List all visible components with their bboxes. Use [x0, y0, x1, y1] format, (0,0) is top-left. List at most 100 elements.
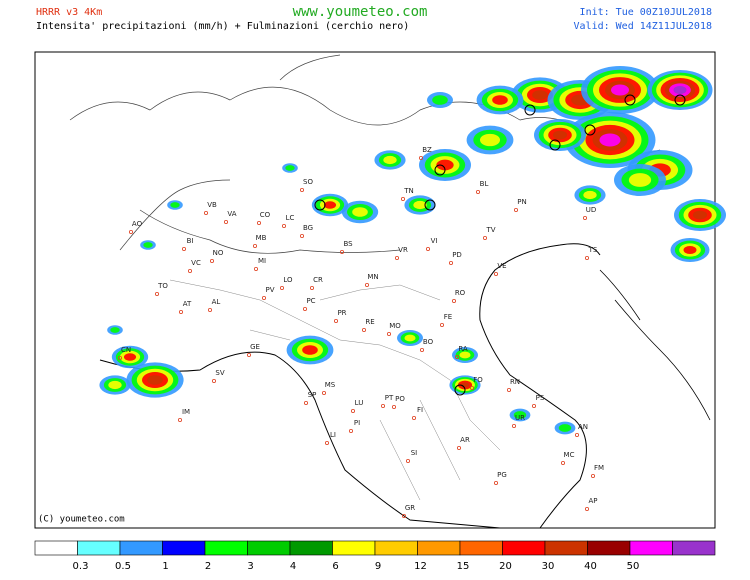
city-dot	[364, 282, 369, 287]
subtitle: Intensita' precipitazioni (mm/h) + Fulmi…	[36, 21, 409, 32]
city-label: VB	[207, 201, 217, 209]
precip-cell	[552, 130, 568, 140]
city-label: BO	[423, 338, 434, 346]
city-dot	[187, 268, 192, 273]
city-label: LC	[286, 214, 295, 222]
city-label: PV	[265, 286, 274, 294]
city-label: PO	[395, 395, 405, 403]
city-label: TO	[157, 282, 168, 290]
city-dot	[333, 318, 338, 323]
precip-cell	[479, 133, 501, 147]
city-dot	[475, 189, 480, 194]
city-dot	[324, 440, 329, 445]
city-label: BL	[480, 180, 489, 188]
city-dot	[532, 403, 537, 408]
legend-swatch	[374, 540, 418, 556]
city-label: TS	[588, 246, 598, 254]
city-label: PT	[385, 394, 394, 402]
legend-label: 6	[332, 561, 338, 572]
precip-cell	[558, 424, 572, 432]
precip-cell	[436, 159, 454, 171]
precip-cell	[673, 86, 687, 94]
city-dot	[207, 307, 212, 312]
lightning-circle	[434, 164, 446, 176]
city-label: AO	[132, 220, 143, 228]
city-dot	[514, 207, 519, 212]
city-dot	[391, 404, 396, 409]
city-label: LO	[283, 276, 293, 284]
city-dot	[561, 460, 566, 465]
precip-cell	[513, 411, 527, 419]
city-label: SI	[411, 449, 418, 457]
coastline-east	[599, 269, 711, 421]
city-dot	[493, 271, 498, 276]
city-dot	[418, 155, 423, 160]
city-dot	[425, 246, 430, 251]
precip-cell	[285, 165, 295, 171]
precip-cell	[147, 375, 163, 385]
province-borders	[169, 279, 501, 501]
precip-cell	[383, 155, 397, 165]
precip-cell	[611, 84, 629, 96]
lightning-circle	[549, 139, 561, 151]
city-dot	[493, 480, 498, 485]
precip-cell	[143, 242, 153, 248]
city-dot	[299, 187, 304, 192]
city-dot	[303, 400, 308, 405]
city-dot	[223, 219, 228, 224]
precip-cell	[352, 207, 368, 217]
city-dot	[350, 408, 355, 413]
lightning-circle	[524, 104, 536, 116]
city-label: FO	[473, 376, 483, 384]
city-dot	[439, 322, 444, 327]
legend-label: 1	[162, 561, 168, 572]
legend-swatch	[672, 540, 716, 556]
city-dot	[339, 249, 344, 254]
legend-swatch	[544, 540, 588, 556]
city-label: PG	[497, 471, 507, 479]
city-label: SP	[308, 391, 317, 399]
precip-cell	[583, 190, 597, 200]
city-label: UR	[515, 414, 525, 422]
city-dot	[281, 223, 286, 228]
city-label: PC	[306, 297, 315, 305]
city-label: MI	[258, 257, 266, 265]
valid-time: Valid: Wed 14Z11JUL2018	[574, 21, 712, 32]
city-labels: AO BI VB VA CO LC SO BZ TN BL PN UD TS TV VE PD VI VR BS BG…	[118, 146, 604, 519]
city-dot	[118, 355, 123, 360]
precipitation	[99, 66, 726, 435]
legend-swatch	[162, 540, 206, 556]
city-dot	[177, 417, 182, 422]
legend-swatch	[77, 540, 121, 556]
city-label: UD	[586, 206, 597, 214]
legend-label: 40	[584, 561, 597, 572]
precip-cell	[110, 327, 120, 333]
city-dot	[469, 385, 474, 390]
city-label: TV	[485, 226, 495, 234]
city-label: NO	[213, 249, 224, 257]
city-dot	[405, 458, 410, 463]
city-dot	[246, 352, 251, 357]
lightning-circle	[424, 199, 436, 211]
city-label: AP	[588, 497, 597, 505]
legend-swatch	[119, 540, 163, 556]
legend-swatch	[587, 540, 631, 556]
precip-cell	[492, 95, 508, 105]
city-label: FI	[417, 406, 423, 414]
city-label: PS	[536, 394, 545, 402]
city-dot	[401, 514, 406, 519]
precip-cell	[692, 210, 708, 220]
city-dot	[575, 432, 580, 437]
city-dot	[451, 298, 456, 303]
legend-label: 15	[457, 561, 470, 572]
city-dot	[585, 506, 590, 511]
city-dot	[178, 309, 183, 314]
city-label: LU	[355, 399, 364, 407]
city-dot	[279, 285, 284, 290]
city-label: SV	[215, 369, 224, 377]
city-dot	[454, 354, 459, 359]
precip-cell	[323, 201, 337, 209]
city-label: PR	[337, 309, 346, 317]
legend-label: 0.5	[115, 561, 131, 572]
